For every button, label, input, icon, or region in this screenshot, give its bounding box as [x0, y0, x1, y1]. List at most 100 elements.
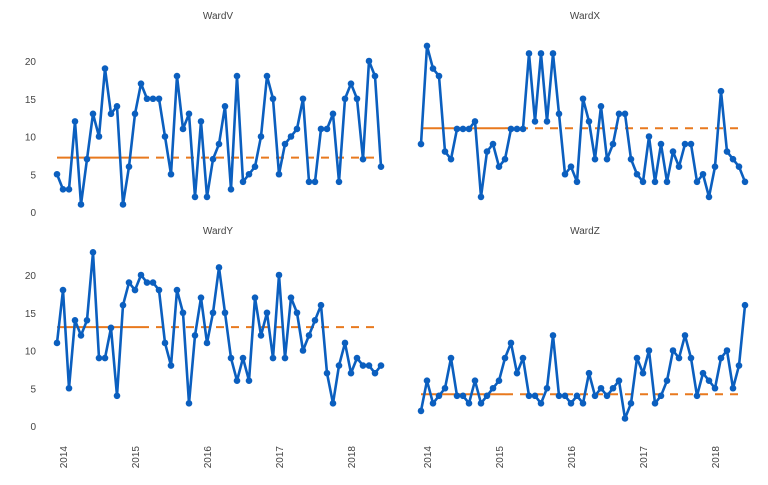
data-point [167, 362, 175, 369]
data-point [669, 347, 677, 354]
data-point [561, 392, 569, 400]
data-point [519, 354, 527, 362]
data-point [281, 354, 289, 362]
data-point [615, 110, 623, 118]
data-point [239, 354, 247, 362]
data-point [495, 163, 503, 170]
data-point [143, 279, 151, 286]
data-point [227, 186, 235, 193]
data-point [305, 178, 313, 186]
y-tick-label: 20 [25, 271, 37, 282]
data-point [89, 110, 97, 118]
data-point [215, 264, 223, 271]
data-point [83, 155, 91, 163]
data-point [549, 332, 557, 339]
data-point [603, 392, 611, 400]
data-point [377, 362, 385, 369]
panel-title: WardX [570, 11, 601, 22]
data-point [113, 103, 121, 110]
data-point [507, 339, 515, 347]
data-point [119, 301, 127, 309]
series-line [419, 44, 747, 199]
data-point [191, 332, 199, 339]
data-point [477, 193, 485, 201]
data-point [441, 148, 449, 155]
data-point [245, 377, 253, 385]
data-point [293, 309, 301, 317]
data-point [741, 178, 749, 186]
y-tick-label: 15 [25, 309, 37, 320]
data-point [585, 369, 593, 377]
data-point [537, 400, 545, 407]
data-point [347, 369, 355, 377]
data-point [639, 369, 647, 377]
data-point [365, 362, 373, 369]
data-point [65, 384, 73, 392]
data-point [459, 125, 467, 133]
data-point [197, 118, 205, 125]
data-point [477, 400, 485, 407]
data-point [59, 186, 67, 193]
data-point [155, 95, 163, 103]
data-point [365, 57, 373, 65]
y-tick-label: 10 [25, 347, 37, 358]
data-point [329, 400, 337, 407]
data-point [335, 362, 343, 369]
data-point [507, 125, 515, 133]
data-point [269, 95, 277, 103]
data-point [435, 72, 443, 80]
x-tick-label: 2015 [495, 446, 506, 469]
data-point [633, 170, 641, 178]
data-point [681, 332, 689, 339]
y-tick-label: 0 [30, 422, 36, 433]
data-point [597, 384, 605, 392]
data-point [513, 369, 521, 377]
data-point [693, 178, 701, 186]
x-tick-label: 2015 [131, 446, 142, 469]
y-tick-label: 20 [25, 57, 37, 68]
data-point [417, 407, 425, 415]
data-point [287, 133, 295, 140]
data-point [627, 155, 635, 163]
data-point [287, 294, 295, 301]
x-tick-label: 2014 [59, 446, 70, 469]
y-tick-label: 0 [30, 208, 36, 219]
data-point [531, 392, 539, 400]
data-point [245, 170, 253, 178]
data-point [323, 369, 331, 377]
data-point [579, 95, 587, 103]
y-tick-label: 15 [25, 95, 37, 106]
data-point [717, 354, 725, 362]
data-point [185, 400, 193, 407]
data-point [465, 125, 473, 133]
panel-wardz: WardZ 2014 2015 2016 2017 2018 [417, 226, 749, 469]
data-point [525, 50, 533, 57]
x-tick-label: 2016 [567, 446, 578, 469]
data-point [621, 415, 629, 422]
data-point [251, 163, 259, 170]
x-tick-label: 2018 [711, 446, 722, 469]
data-point [137, 80, 145, 87]
panel-wardv: WardV 0 5 10 15 20 [25, 11, 385, 219]
data-point [627, 400, 635, 407]
data-point [221, 103, 229, 110]
data-point [95, 133, 103, 140]
data-point [311, 317, 319, 324]
data-point [155, 286, 163, 294]
data-point [263, 72, 271, 80]
data-point [621, 110, 629, 118]
data-point [191, 193, 199, 201]
data-point [429, 400, 437, 407]
data-point [699, 369, 707, 377]
data-point [459, 392, 467, 400]
panel-wardy: WardY 0 5 10 15 20 2014 2015 2016 2017 2018 [25, 226, 385, 469]
data-point [597, 103, 605, 110]
data-point [269, 354, 277, 362]
data-point [71, 317, 79, 324]
data-point [573, 392, 581, 400]
data-point [179, 125, 187, 133]
data-point [447, 354, 455, 362]
x-tick-label: 2014 [423, 446, 434, 469]
data-point [687, 140, 695, 148]
y-tick-label: 5 [30, 170, 36, 181]
